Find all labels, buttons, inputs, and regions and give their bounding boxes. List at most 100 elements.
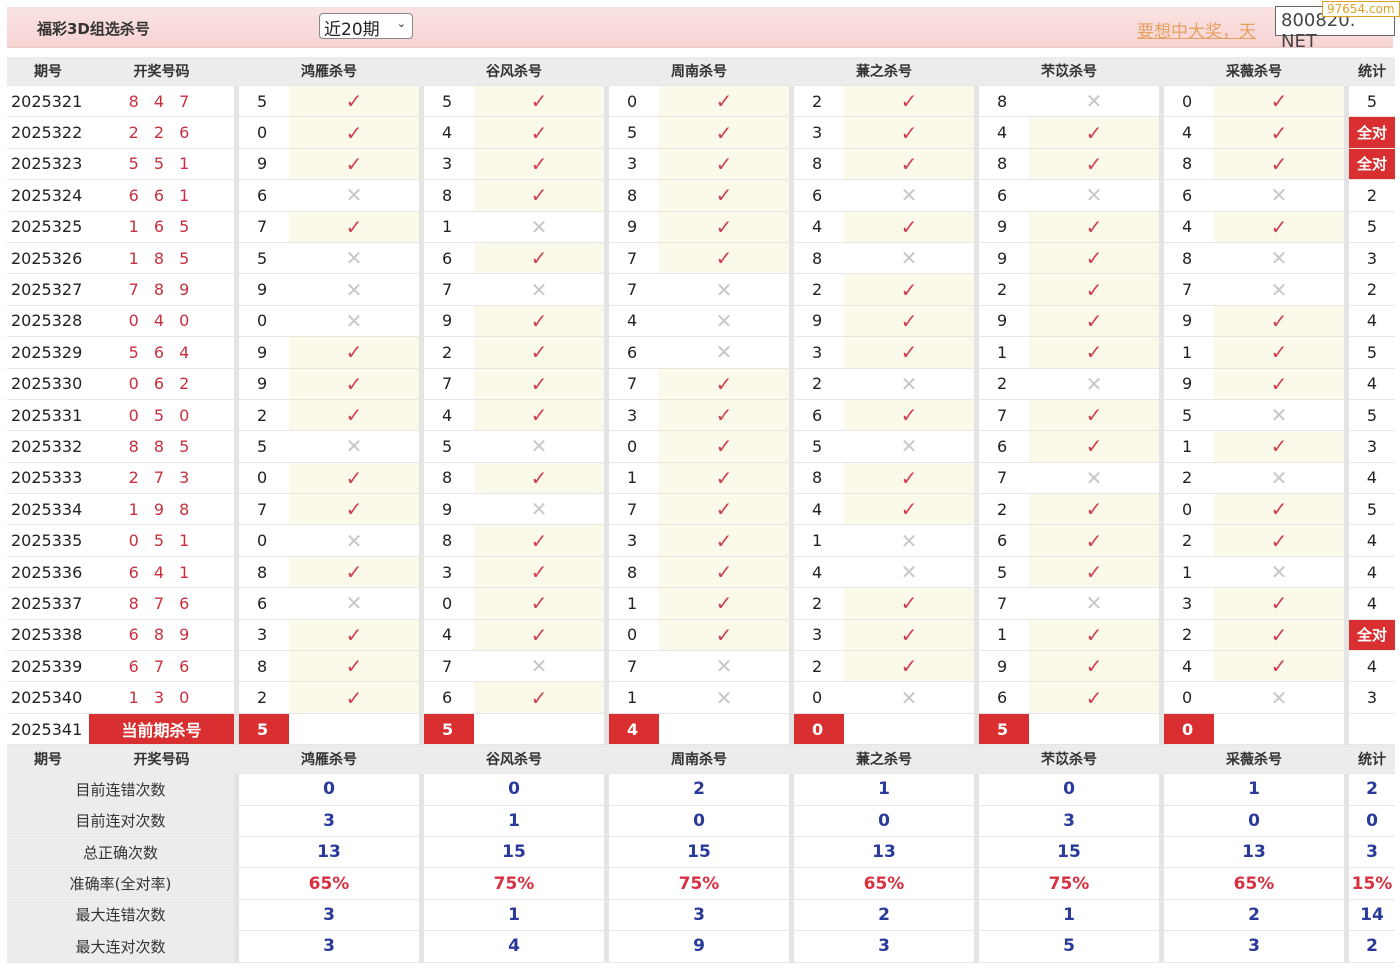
column-divider [1159, 713, 1164, 746]
stats-value: 0 [1164, 806, 1344, 837]
column-divider [234, 399, 239, 432]
promo-link[interactable]: 要想中大奖，天 [1137, 22, 1256, 42]
kill-number: 8 [1164, 149, 1214, 181]
stat-cell: 4 [1349, 306, 1395, 338]
empty-cell [1214, 713, 1344, 746]
check-icon: ✓ [474, 525, 604, 557]
kill-number: 2 [794, 651, 844, 683]
header-expert: 芣苡杀号 [979, 57, 1159, 86]
column-divider [974, 399, 979, 432]
kill-number: 7 [609, 243, 659, 275]
cross-icon: ✕ [1214, 180, 1344, 212]
winning-number: 0 6 2 [89, 369, 234, 400]
column-divider [234, 242, 239, 275]
column-divider [974, 117, 979, 149]
stat-cell: 全对 [1349, 148, 1395, 181]
column-divider [1344, 651, 1349, 683]
cross-icon: ✕ [1214, 399, 1344, 432]
column-divider [974, 899, 979, 932]
check-icon: ✓ [1029, 399, 1159, 432]
stats-label: 目前连错次数 [7, 774, 234, 806]
kill-number-table: 期号 开奖号码 鸿雁杀号 谷风杀号 周南杀号 蒹之杀号 芣苡杀号 采薇杀号 统计 2025321 8… [7, 57, 1395, 963]
period-select[interactable]: 近20期 ⌄ [319, 13, 413, 40]
column-divider [419, 805, 424, 837]
table-row: 2025336 6 4 1 8 ✓ 3 ✓ 8 ✓ 4 ✕ 5 ✓ 1 ✕ 4 [7, 556, 1395, 589]
empty-cell [844, 713, 974, 746]
table-row: 2025335 0 5 1 0 ✕ 8 ✓ 3 ✓ 1 ✕ 6 ✓ 2 ✓ 4 [7, 525, 1395, 557]
column-divider [974, 86, 979, 118]
cross-icon: ✕ [1029, 180, 1159, 212]
column-divider [789, 494, 794, 526]
winning-number: 8 7 6 [89, 588, 234, 620]
column-divider [1159, 368, 1164, 400]
cross-icon: ✕ [1214, 682, 1344, 714]
check-icon: ✓ [474, 148, 604, 181]
kill-number: 9 [609, 212, 659, 243]
column-divider [789, 431, 794, 463]
kill-number: 4 [794, 557, 844, 589]
column-divider [1344, 774, 1349, 806]
column-divider [974, 180, 979, 212]
stats-value: 0 [424, 774, 604, 806]
kill-number: 3 [424, 149, 474, 181]
column-divider [789, 211, 794, 243]
check-icon: ✓ [289, 117, 419, 149]
kill-number: 0 [1164, 494, 1214, 526]
column-divider [604, 180, 609, 212]
kill-number: 9 [239, 274, 289, 306]
column-divider [419, 899, 424, 932]
kill-number: 3 [239, 620, 289, 652]
column-divider [1159, 774, 1164, 806]
kill-number: 0 [424, 588, 474, 620]
column-divider [604, 57, 609, 86]
current-label: 当前期杀号 [89, 713, 234, 746]
kill-number: 3 [794, 117, 844, 149]
table-row: 2025321 8 4 7 5 ✓ 5 ✓ 0 ✓ 2 ✓ 8 ✕ 0 ✓ 5 [7, 86, 1395, 118]
kill-number: 7 [609, 494, 659, 526]
check-icon: ✓ [844, 462, 974, 495]
column-divider [974, 556, 979, 589]
column-divider [1344, 305, 1349, 338]
current-kill-number: 5 [979, 713, 1029, 746]
table-row: 2025325 1 6 5 7 ✓ 1 ✕ 9 ✓ 4 ✓ 9 ✓ 4 ✓ 5 [7, 211, 1395, 243]
cross-icon: ✕ [1214, 556, 1344, 589]
winning-number: 0 5 1 [89, 525, 234, 557]
winning-number: 6 8 9 [89, 620, 234, 652]
kill-number: 9 [239, 337, 289, 369]
column-divider [974, 805, 979, 837]
column-divider [1344, 462, 1349, 495]
cross-icon: ✕ [289, 431, 419, 463]
column-divider [1159, 682, 1164, 714]
check-icon: ✓ [474, 556, 604, 589]
column-divider [974, 462, 979, 495]
check-icon: ✓ [659, 148, 789, 181]
column-divider [789, 868, 794, 900]
column-divider [234, 774, 239, 806]
column-divider [789, 305, 794, 338]
column-divider [419, 462, 424, 495]
column-divider [234, 682, 239, 714]
stats-label: 准确率(全对率) [7, 868, 234, 900]
column-divider [789, 745, 794, 775]
cross-icon: ✕ [289, 588, 419, 620]
column-divider [419, 651, 424, 683]
column-divider [234, 525, 239, 557]
check-icon: ✓ [289, 86, 419, 118]
table-row: 2025332 8 8 5 5 ✕ 5 ✕ 0 ✓ 5 ✕ 6 ✓ 1 ✓ 3 [7, 431, 1395, 463]
kill-number: 5 [239, 431, 289, 463]
column-divider [604, 148, 609, 181]
column-divider [1159, 899, 1164, 932]
kill-number: 7 [424, 274, 474, 306]
header-expert: 采薇杀号 [1164, 745, 1344, 775]
winning-number: 6 4 1 [89, 557, 234, 589]
table-row: 2025326 1 8 5 5 ✕ 6 ✓ 7 ✓ 8 ✕ 9 ✓ 8 ✕ 3 [7, 242, 1395, 275]
column-divider [1159, 148, 1164, 181]
check-icon: ✓ [1214, 211, 1344, 243]
check-icon: ✓ [1214, 86, 1344, 118]
issue-number: 2025322 [7, 117, 89, 149]
kill-number: 8 [424, 180, 474, 212]
cross-icon: ✕ [1214, 274, 1344, 306]
column-divider [1159, 242, 1164, 275]
column-divider [974, 368, 979, 400]
stats-row: 目前连错次数 0 0 2 1 0 1 2 [7, 774, 1395, 806]
